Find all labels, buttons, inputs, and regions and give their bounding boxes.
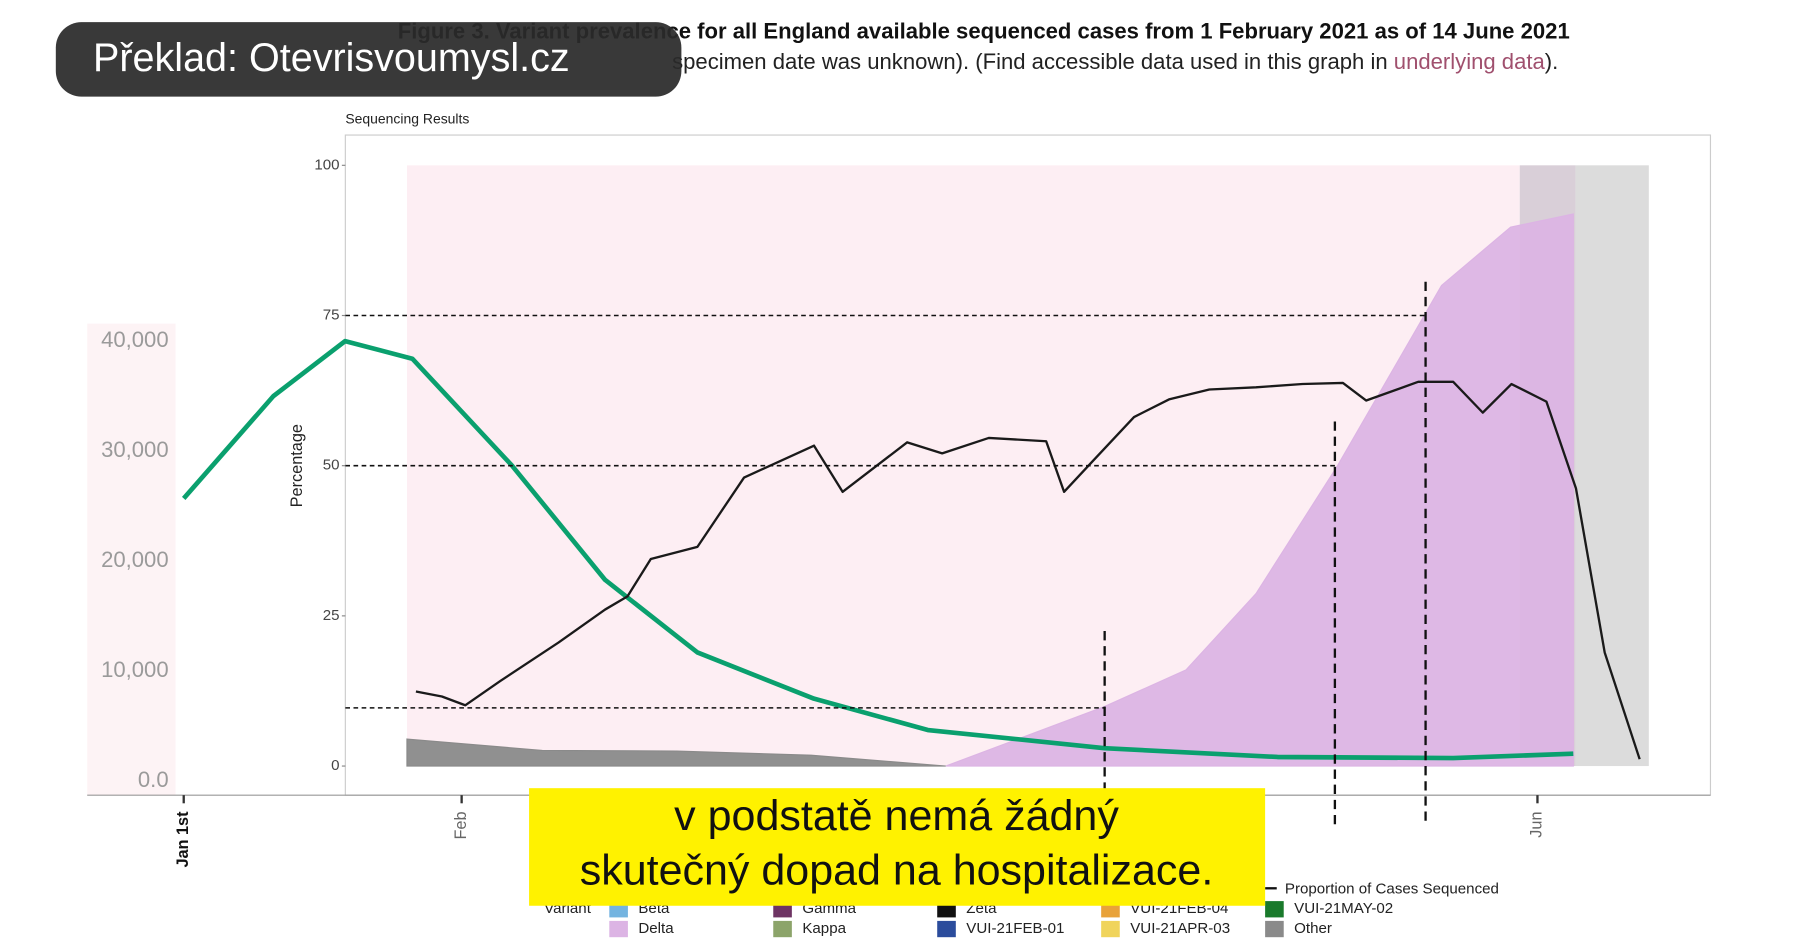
subtitle-text: specimen date was unknown). (Find access… <box>672 49 1388 74</box>
legend-label: Delta <box>638 920 674 937</box>
y-tick-label: 10,000 <box>101 657 169 682</box>
legend-swatch <box>937 920 956 938</box>
watermark: Překlad: Otevrisvoumysl.cz <box>93 36 570 80</box>
y2-tick-label: 100 <box>314 156 339 173</box>
caption-line: skutečný dopad na hospitalizace. <box>580 847 1214 895</box>
subtitle-link[interactable]: underlying data <box>1394 49 1546 74</box>
caption-box <box>529 788 1266 906</box>
y2-tick-label: 25 <box>323 607 340 624</box>
legend-label: VUI-21FEB-01 <box>966 920 1064 937</box>
panel-title: Sequencing Results <box>345 111 469 127</box>
legend-swatch <box>773 920 792 938</box>
legend-label: VUI-21APR-03 <box>1130 920 1230 937</box>
panel-shade-incomplete <box>1575 165 1649 767</box>
x-tick-label: Feb <box>452 811 470 839</box>
x-tick-label: Jun <box>1528 811 1546 837</box>
guides <box>345 314 1426 709</box>
legend-label: Kappa <box>802 920 846 937</box>
legend-label: Other <box>1294 920 1332 937</box>
legend-swatch <box>1101 920 1120 938</box>
y2-tick-label: 50 <box>323 457 340 474</box>
legend-swatch <box>1265 920 1284 938</box>
y2-tick-label: 0 <box>331 757 339 774</box>
subtitle-end: ). <box>1545 49 1558 74</box>
line <box>415 380 1641 760</box>
legend: BetaDeltaGammaKappaZetaVUI-21FEB-01VUI-2… <box>609 900 1393 938</box>
legend-swatch <box>609 920 628 938</box>
y-tick-label: 0.0 <box>138 767 169 792</box>
x-tick-label: Jan 1st <box>174 811 192 868</box>
legend-label: VUI-21MAY-02 <box>1294 900 1393 917</box>
legend-swatch <box>1265 901 1284 918</box>
secondary-legend-label: Proportion of Cases Sequenced <box>1285 880 1499 897</box>
caption-line: v podstatě nemá žádný <box>674 792 1119 840</box>
y-tick-label: 30,000 <box>101 437 169 462</box>
left-axis-panel <box>87 323 176 796</box>
guides-vertical <box>1103 281 1427 825</box>
variant-area <box>945 213 1574 767</box>
y2-tick-label: 75 <box>323 306 340 323</box>
watermark-box <box>55 22 682 97</box>
marks <box>181 213 1641 767</box>
line <box>181 338 1574 761</box>
figure-subtitle: specimen date was unknown). (Find access… <box>672 49 1558 74</box>
y2-axis-label: Percentage <box>288 424 306 507</box>
y-tick-label: 40,000 <box>101 327 169 352</box>
variant-area <box>406 738 946 767</box>
y-tick-label: 20,000 <box>101 547 169 572</box>
